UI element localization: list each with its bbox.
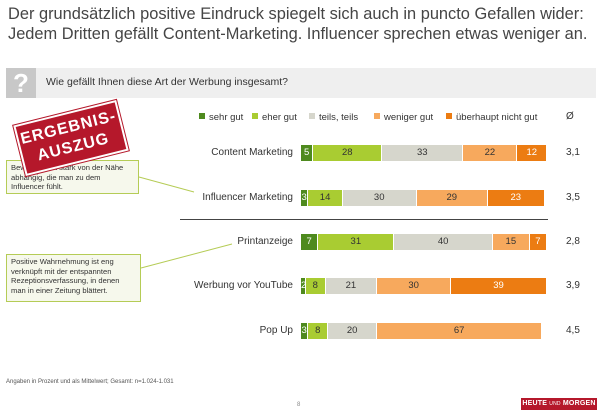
bar-segment: 21 bbox=[325, 278, 377, 294]
brand-logo: HEUTE UND MORGEN bbox=[521, 398, 597, 410]
bar-segment: 22 bbox=[463, 145, 517, 161]
bar-segment: 20 bbox=[328, 323, 377, 339]
legend-label: eher gut bbox=[262, 112, 297, 123]
category-label: Pop Up bbox=[259, 325, 293, 336]
connector-print bbox=[140, 243, 233, 269]
headline-line-1: Der grundsätzlich positive Eindruck spie… bbox=[8, 5, 584, 23]
bar-segment: 39 bbox=[451, 278, 546, 294]
average-value: 3,1 bbox=[566, 147, 580, 158]
category-label: Content Marketing bbox=[211, 147, 293, 158]
logo-word-1: HEUTE bbox=[522, 400, 548, 407]
category-label: Werbung vor YouTube bbox=[194, 280, 293, 291]
question-bar: ? Wie gefällt Ihnen diese Art der Werbun… bbox=[6, 68, 596, 98]
logo-word-2: UND bbox=[549, 401, 561, 407]
legend-swatch bbox=[199, 113, 205, 119]
bar-segment: 23 bbox=[487, 190, 544, 206]
bar-segment: 40 bbox=[394, 234, 492, 250]
bar-segment: 3 bbox=[301, 323, 308, 339]
bar-segment: 30 bbox=[377, 278, 451, 294]
legend-item-5: überhaupt nicht gut bbox=[446, 112, 537, 123]
question-mark-icon: ? bbox=[6, 68, 36, 98]
bar-segment: 7 bbox=[529, 234, 546, 250]
bar-segment: 33 bbox=[382, 145, 463, 161]
annotation-print: Positive Wahrnehmung ist eng verknüpft m… bbox=[6, 254, 141, 302]
bar-segment: 2 bbox=[301, 278, 305, 294]
bar-segment: 28 bbox=[313, 145, 382, 161]
bar-segment: 3 bbox=[301, 190, 308, 206]
legend-swatch bbox=[252, 113, 258, 119]
bar-segment: 67 bbox=[377, 323, 542, 339]
bar-segment: 31 bbox=[318, 234, 394, 250]
connector-influencer bbox=[138, 176, 195, 193]
legend-swatch bbox=[374, 113, 380, 119]
question-text: Wie gefällt Ihnen diese Art der Werbung … bbox=[46, 76, 289, 88]
legend-label: teils, teils bbox=[319, 112, 359, 123]
average-value: 4,5 bbox=[566, 325, 580, 336]
bar-segment: 8 bbox=[305, 278, 325, 294]
bar-segment: 8 bbox=[308, 323, 328, 339]
average-value: 2,8 bbox=[566, 236, 580, 247]
bar-segment: 7 bbox=[301, 234, 318, 250]
average-value: 3,5 bbox=[566, 192, 580, 203]
group-divider bbox=[180, 219, 548, 220]
legend-swatch bbox=[446, 113, 452, 119]
page-title: Der grundsätzlich positive Eindruck spie… bbox=[8, 4, 598, 44]
legend-swatch bbox=[309, 113, 315, 119]
page-number: 8 bbox=[297, 402, 301, 408]
legend-label: weniger gut bbox=[384, 112, 434, 123]
legend-label: überhaupt nicht gut bbox=[456, 112, 538, 123]
legend-item-3: teils, teils bbox=[309, 112, 358, 123]
legend-item-1: sehr gut bbox=[199, 112, 243, 123]
annotation-influencer: Bewertung ist stark von der Nähe abhängi… bbox=[6, 160, 139, 194]
bar-segment: 12 bbox=[517, 145, 546, 161]
average-column-header: Ø bbox=[566, 111, 574, 122]
footnote: Angaben in Prozent und als Mittelwert; G… bbox=[6, 379, 174, 385]
legend-item-2: eher gut bbox=[252, 112, 297, 123]
average-value: 3,9 bbox=[566, 280, 580, 291]
bar-segment: 14 bbox=[308, 190, 342, 206]
bar-segment: 29 bbox=[416, 190, 487, 206]
legend-item-4: weniger gut bbox=[374, 112, 433, 123]
logo-word-3: MORGEN bbox=[562, 400, 596, 407]
headline-line-2: Jedem Dritten gefällt Content-Marketing.… bbox=[8, 25, 588, 43]
bar-segment: 15 bbox=[492, 234, 529, 250]
category-label: Influencer Marketing bbox=[202, 192, 293, 203]
bar-segment: 5 bbox=[301, 145, 313, 161]
legend-label: sehr gut bbox=[209, 112, 244, 123]
category-label: Printanzeige bbox=[237, 236, 293, 247]
bar-segment: 30 bbox=[342, 190, 416, 206]
